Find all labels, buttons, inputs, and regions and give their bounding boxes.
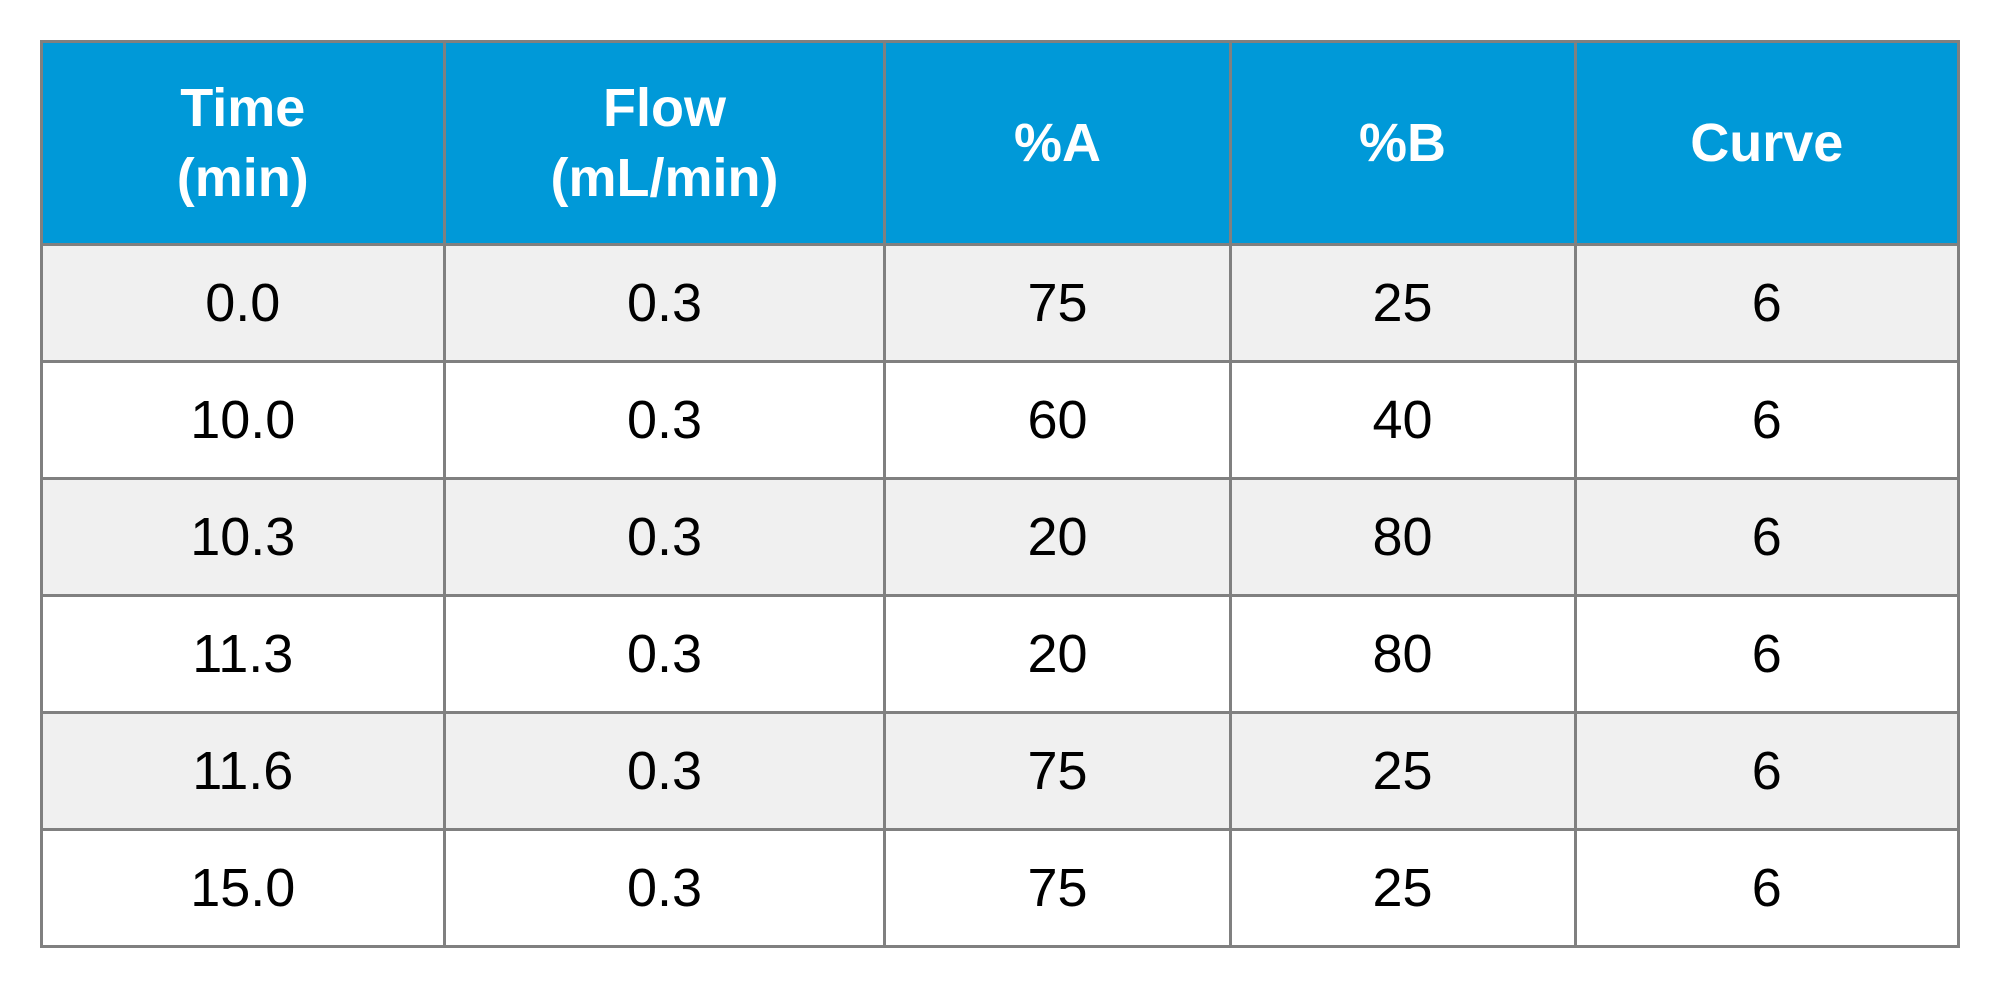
cell-flow: 0.3 xyxy=(444,245,885,362)
cell-pct-a: 75 xyxy=(885,830,1230,947)
cell-pct-b: 40 xyxy=(1230,362,1575,479)
table-row: 11.6 0.3 75 25 6 xyxy=(42,713,1959,830)
header-flow: Flow(mL/min) xyxy=(444,42,885,245)
table-row: 11.3 0.3 20 80 6 xyxy=(42,596,1959,713)
cell-flow: 0.3 xyxy=(444,830,885,947)
cell-pct-a: 75 xyxy=(885,713,1230,830)
cell-curve: 6 xyxy=(1575,830,1958,947)
cell-time: 15.0 xyxy=(42,830,445,947)
header-pct-a: %A xyxy=(885,42,1230,245)
cell-pct-b: 25 xyxy=(1230,713,1575,830)
cell-curve: 6 xyxy=(1575,479,1958,596)
gradient-table: Time(min) Flow(mL/min) %A %B Curve 0.0 0… xyxy=(40,40,1960,948)
header-pct-b: %B xyxy=(1230,42,1575,245)
table-body: 0.0 0.3 75 25 6 10.0 0.3 60 40 6 10.3 0.… xyxy=(42,245,1959,947)
gradient-table-container: Time(min) Flow(mL/min) %A %B Curve 0.0 0… xyxy=(40,40,1960,948)
cell-time: 11.3 xyxy=(42,596,445,713)
cell-time: 10.0 xyxy=(42,362,445,479)
cell-pct-a: 75 xyxy=(885,245,1230,362)
cell-curve: 6 xyxy=(1575,362,1958,479)
cell-flow: 0.3 xyxy=(444,479,885,596)
cell-flow: 0.3 xyxy=(444,362,885,479)
cell-time: 0.0 xyxy=(42,245,445,362)
cell-pct-b: 80 xyxy=(1230,596,1575,713)
cell-time: 10.3 xyxy=(42,479,445,596)
cell-pct-b: 25 xyxy=(1230,245,1575,362)
cell-pct-a: 60 xyxy=(885,362,1230,479)
cell-curve: 6 xyxy=(1575,596,1958,713)
cell-time: 11.6 xyxy=(42,713,445,830)
cell-flow: 0.3 xyxy=(444,596,885,713)
cell-pct-b: 80 xyxy=(1230,479,1575,596)
table-row: 15.0 0.3 75 25 6 xyxy=(42,830,1959,947)
table-row: 10.0 0.3 60 40 6 xyxy=(42,362,1959,479)
cell-pct-b: 25 xyxy=(1230,830,1575,947)
cell-curve: 6 xyxy=(1575,713,1958,830)
header-time: Time(min) xyxy=(42,42,445,245)
cell-pct-a: 20 xyxy=(885,596,1230,713)
table-header-row: Time(min) Flow(mL/min) %A %B Curve xyxy=(42,42,1959,245)
cell-curve: 6 xyxy=(1575,245,1958,362)
table-header: Time(min) Flow(mL/min) %A %B Curve xyxy=(42,42,1959,245)
cell-flow: 0.3 xyxy=(444,713,885,830)
table-row: 0.0 0.3 75 25 6 xyxy=(42,245,1959,362)
table-row: 10.3 0.3 20 80 6 xyxy=(42,479,1959,596)
header-curve: Curve xyxy=(1575,42,1958,245)
cell-pct-a: 20 xyxy=(885,479,1230,596)
